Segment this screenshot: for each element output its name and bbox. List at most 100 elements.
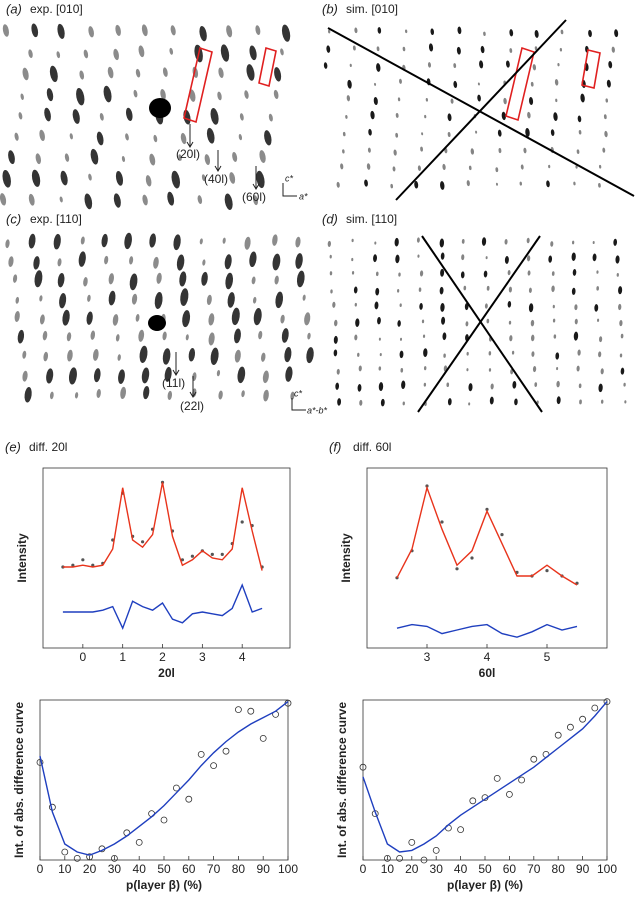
spot: [351, 270, 355, 275]
spot: [479, 60, 484, 69]
data-circle: [36, 759, 44, 766]
spot: [511, 350, 515, 355]
spot: [17, 329, 25, 344]
spot: [390, 183, 394, 189]
axis-label: a*-b*: [307, 405, 328, 415]
spot: [31, 169, 41, 187]
x-tick-label: 40: [454, 862, 468, 876]
spot: [349, 63, 352, 68]
spot: [274, 275, 279, 285]
spot: [530, 334, 535, 342]
spot: [578, 383, 582, 389]
spot: [555, 98, 558, 103]
spot: [477, 82, 480, 86]
spot: [598, 164, 602, 169]
spot: [336, 368, 340, 375]
series-line: [396, 623, 578, 638]
spot: [342, 131, 346, 137]
spot: [72, 109, 80, 124]
axis-label: a*: [299, 191, 308, 201]
spot: [551, 285, 555, 293]
spot: [576, 149, 580, 154]
spot: [397, 97, 401, 102]
spot: [378, 366, 382, 371]
spot: [466, 180, 470, 187]
x-tick-label: 30: [108, 862, 122, 876]
spot: [227, 292, 235, 308]
spot: [395, 254, 400, 264]
annotation: (22l): [180, 399, 204, 413]
spot: [592, 241, 595, 245]
spot: [92, 349, 99, 361]
spot: [509, 48, 513, 53]
spot: [330, 289, 333, 294]
spot: [378, 382, 384, 392]
data-dot: [71, 563, 75, 567]
spot: [295, 253, 303, 269]
spot: [604, 130, 608, 138]
spot: [18, 112, 23, 120]
spot: [304, 312, 311, 326]
spot: [508, 320, 512, 325]
spot: [220, 44, 230, 62]
spot: [530, 81, 534, 87]
data-circle: [111, 855, 118, 862]
spot: [440, 268, 445, 277]
spot: [377, 27, 382, 34]
spot: [506, 60, 510, 68]
spot: [596, 270, 599, 274]
x-tick-label: 100: [597, 862, 617, 876]
spot: [275, 291, 284, 309]
spot: [115, 171, 124, 186]
guide-line: [421, 235, 543, 413]
spot: [399, 350, 404, 359]
spot: [353, 286, 358, 294]
spot: [443, 353, 446, 358]
spot: [121, 155, 126, 163]
spot: [253, 195, 258, 206]
spot: [176, 254, 185, 271]
spot: [14, 310, 20, 322]
spot: [329, 254, 332, 259]
spot: [264, 130, 272, 146]
spot: [556, 367, 559, 371]
spot: [115, 24, 121, 36]
spot: [202, 259, 206, 266]
spot: [39, 129, 45, 142]
spot: [252, 296, 257, 304]
spot: [120, 386, 127, 399]
spot: [141, 24, 148, 37]
spot: [528, 303, 534, 313]
spot: [430, 28, 435, 36]
spot: [534, 29, 539, 38]
spot: [67, 349, 73, 362]
spot: [262, 370, 269, 384]
spot: [239, 113, 244, 121]
spot: [453, 63, 457, 68]
spot: [366, 163, 371, 170]
spot: [529, 96, 534, 105]
spot: [507, 301, 512, 308]
spot: [552, 304, 555, 309]
data-dot: [470, 556, 474, 560]
spot: [268, 113, 273, 122]
spot: [461, 254, 465, 261]
spot: [468, 165, 472, 171]
spot: [560, 29, 564, 35]
spot: [185, 334, 189, 341]
data-dot: [180, 558, 185, 562]
data-circle: [185, 795, 193, 803]
spot: [351, 257, 354, 262]
direct-beam: [148, 315, 166, 331]
spot: [488, 351, 492, 356]
spot: [24, 387, 32, 403]
spot: [376, 46, 380, 52]
spot: [164, 366, 172, 382]
arrow-head: [186, 141, 194, 148]
x-axis-label: p(layer β) (%): [447, 878, 523, 892]
spot: [534, 382, 538, 387]
x-tick-label: 50: [157, 862, 171, 876]
spot: [374, 241, 377, 245]
spot: [28, 193, 35, 206]
spot: [464, 302, 469, 311]
